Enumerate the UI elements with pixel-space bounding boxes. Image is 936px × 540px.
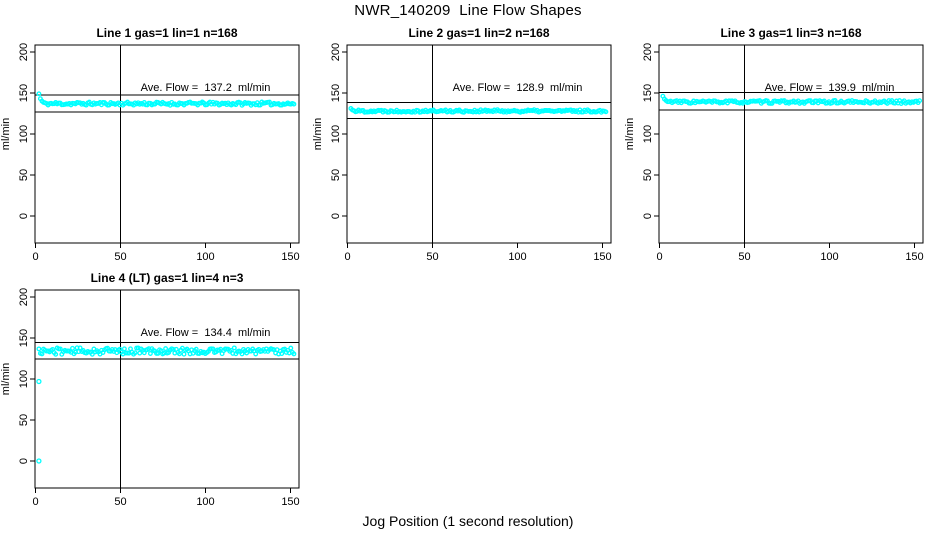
- x-tick-label: 50: [114, 251, 126, 263]
- plot-frame: [34, 289, 300, 489]
- data-point: [137, 350, 143, 356]
- y-axis-label: ml/min: [624, 118, 636, 150]
- y-tick-label: 200: [18, 288, 30, 306]
- y-tick-label: 0: [330, 213, 342, 219]
- y-tick-label: 200: [330, 43, 342, 61]
- y-tick-label: 100: [18, 125, 30, 143]
- data-point: [917, 98, 923, 104]
- y-tick-label: 150: [642, 84, 654, 102]
- data-point: [57, 346, 63, 352]
- x-tick-label: 150: [281, 251, 299, 263]
- y-tick-label: 150: [18, 329, 30, 347]
- y-tick-label: 50: [330, 169, 342, 181]
- plot-frame: [346, 44, 612, 244]
- subplot-title: Line 1 gas=1 lin=1 n=168: [96, 26, 237, 40]
- x-tick-label: 50: [426, 251, 438, 263]
- x-tick-label: 0: [656, 251, 662, 263]
- data-point: [231, 345, 237, 351]
- data-point: [291, 101, 297, 107]
- data-point: [53, 351, 59, 357]
- y-axis-ticks: 0 50 100 150 200: [18, 288, 35, 464]
- x-tick-label: 100: [196, 251, 214, 263]
- y-axis-ticks: 0 50 100 150 200: [18, 43, 35, 219]
- data-point: [603, 109, 609, 115]
- y-tick-label: 0: [18, 458, 30, 464]
- x-tick-label: 0: [32, 251, 38, 263]
- flow-annotation: Ave. Flow = 137.2 ml/min: [141, 82, 271, 94]
- subplot-line-3: 0 50 100 150 0 50 100 150 200 ml/min Line 3 gas=1 …: [624, 26, 924, 263]
- y-tick-label: 100: [642, 125, 654, 143]
- y-axis-label: ml/min: [0, 363, 12, 395]
- data-series: [36, 345, 297, 464]
- x-tick-label: 100: [820, 251, 838, 263]
- y-tick-label: 0: [18, 213, 30, 219]
- data-point: [163, 346, 169, 352]
- data-point: [89, 351, 95, 357]
- x-axis-ticks: 0 50 100 150: [656, 243, 924, 263]
- subplot-title: Line 2 gas=1 lin=2 n=168: [408, 26, 549, 40]
- data-point: [291, 351, 297, 357]
- data-point: [181, 351, 187, 357]
- x-tick-label: 50: [114, 496, 126, 508]
- data-point: [121, 346, 127, 352]
- data-point: [288, 345, 294, 351]
- data-point: [279, 351, 285, 357]
- y-tick-label: 100: [330, 125, 342, 143]
- x-tick-label: 150: [593, 251, 611, 263]
- flow-annotation: Ave. Flow = 128.9 ml/min: [453, 82, 583, 94]
- subplot-title: Line 4 (LT) gas=1 lin=4 n=3: [91, 271, 244, 285]
- data-point: [239, 351, 245, 357]
- plot-frame: [34, 44, 300, 244]
- data-point: [253, 351, 259, 357]
- y-axis-ticks: 0 50 100 150 200: [642, 43, 659, 219]
- x-axis-ticks: 0 50 100 150: [32, 243, 300, 263]
- y-tick-label: 200: [642, 43, 654, 61]
- subplot-title: Line 3 gas=1 lin=3 n=168: [720, 26, 861, 40]
- data-series: [36, 91, 297, 108]
- flow-annotation: Ave. Flow = 139.9 ml/min: [765, 82, 895, 94]
- data-series: [660, 93, 923, 106]
- x-tick-label: 0: [344, 251, 350, 263]
- y-axis-ticks: 0 50 100 150 200: [330, 43, 347, 219]
- y-tick-label: 200: [18, 43, 30, 61]
- subplot-line-4: 0 50 100 150 0 50 100 150 200 ml/min Line 4 (LT) g…: [0, 271, 300, 508]
- y-tick-label: 150: [330, 84, 342, 102]
- y-axis-label: ml/min: [312, 118, 324, 150]
- y-tick-label: 50: [18, 169, 30, 181]
- x-tick-label: 150: [905, 251, 923, 263]
- data-point: [39, 351, 45, 357]
- data-point: [193, 346, 199, 352]
- data-point: [70, 345, 75, 351]
- y-tick-label: 0: [642, 213, 654, 219]
- data-point: [132, 350, 138, 356]
- outlier-point: [36, 378, 42, 385]
- y-tick-label: 50: [642, 169, 654, 181]
- x-axis-ticks: 0 50 100 150: [32, 488, 300, 508]
- x-tick-label: 100: [508, 251, 526, 263]
- shared-x-axis-label: Jog Position (1 second resolution): [362, 513, 574, 529]
- plot-frame: [658, 44, 924, 244]
- y-tick-label: 50: [18, 414, 30, 426]
- data-point: [36, 346, 42, 352]
- y-tick-label: 100: [18, 370, 30, 388]
- subplot-line-1: 0 50 100 150 0 50 100 150 200 ml/min Line 1 gas=1 …: [0, 26, 300, 263]
- x-tick-label: 150: [281, 496, 299, 508]
- y-tick-label: 150: [18, 84, 30, 102]
- x-tick-label: 0: [32, 496, 38, 508]
- y-axis-label: ml/min: [0, 118, 12, 150]
- subplot-line-2: 0 50 100 150 0 50 100 150 200 ml/min Line 2 gas=1 …: [312, 26, 612, 263]
- data-series: [348, 106, 609, 115]
- x-tick-label: 100: [196, 496, 214, 508]
- x-axis-ticks: 0 50 100 150: [344, 243, 612, 263]
- x-tick-label: 50: [738, 251, 750, 263]
- data-point: [147, 351, 153, 356]
- outlier-point: [36, 458, 42, 464]
- data-point: [36, 91, 42, 97]
- flow-annotation: Ave. Flow = 134.4 ml/min: [141, 327, 271, 339]
- main-title: NWR_140209 Line Flow Shapes: [354, 2, 582, 19]
